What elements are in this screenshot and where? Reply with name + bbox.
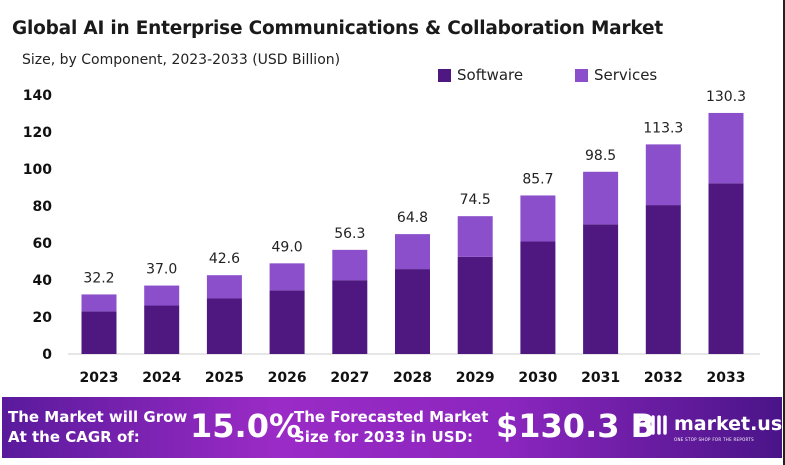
x-tick-label: 2032 <box>644 370 683 386</box>
bar-software-2033 <box>708 183 744 354</box>
data-label-2027: 56.3 <box>334 226 365 242</box>
bar-services-2030 <box>520 195 556 242</box>
x-tick-label: 2023 <box>80 370 119 386</box>
footer-banner: The Market will Grow At the CAGR of: 15.… <box>2 397 782 458</box>
cagr-value: 15.0% <box>190 407 302 445</box>
data-label-2032: 113.3 <box>643 120 683 136</box>
bar-software-2024 <box>144 305 180 354</box>
legend-item-services: Services <box>575 66 657 84</box>
data-label-2028: 64.8 <box>397 210 428 226</box>
bar-software-2023 <box>81 311 117 354</box>
chart-subtitle: Size, by Component, 2023-2033 (USD Billi… <box>22 52 341 68</box>
legend-swatch-software <box>438 68 451 82</box>
bar-software-2029 <box>457 256 493 354</box>
chart-title: Global AI in Enterprise Communications &… <box>12 18 663 39</box>
y-tick-label: 100 <box>23 162 52 178</box>
market-us-logo: market.us ONE STOP SHOP FOR THE REPORTS <box>634 411 783 442</box>
legend-item-software: Software <box>438 66 523 84</box>
bar-software-2025 <box>206 298 242 354</box>
forecast-text: The Forecasted Market Size for 2033 in U… <box>294 408 489 446</box>
y-tick-label: 40 <box>33 273 53 289</box>
x-tick-label: 2030 <box>518 370 557 386</box>
legend-label-services: Services <box>594 66 658 84</box>
x-tick-label: 2031 <box>581 370 620 386</box>
bar-software-2031 <box>583 224 619 354</box>
forecast-value: $130.3 B <box>496 407 656 445</box>
x-tick-label: 2028 <box>393 370 432 386</box>
bar-services-2026 <box>269 263 305 291</box>
data-label-2033: 130.3 <box>706 89 746 105</box>
data-label-2030: 85.7 <box>522 171 553 187</box>
legend-label-software: Software <box>457 66 524 84</box>
bar-software-2026 <box>269 290 305 354</box>
bar-software-2030 <box>520 241 556 354</box>
logo-icon <box>635 415 667 435</box>
y-tick-label: 0 <box>42 347 52 363</box>
bar-services-2023 <box>81 294 117 312</box>
data-label-2029: 74.5 <box>460 192 491 208</box>
bar-services-2027 <box>332 249 368 281</box>
bar-software-2028 <box>395 269 430 354</box>
cagr-text: The Market will Grow At the CAGR of: <box>8 408 188 446</box>
y-tick-label: 120 <box>23 125 52 141</box>
legend-swatch-services <box>575 68 588 82</box>
bar-services-2024 <box>144 285 180 306</box>
bar-services-2029 <box>457 216 493 257</box>
logo-brand: market.us <box>674 413 783 435</box>
bar-services-2025 <box>206 275 242 299</box>
bar-services-2028 <box>395 234 430 270</box>
bar-services-2033 <box>708 112 744 184</box>
bar-chart: 0 20 40 60 80 100 120 140 32.2 2023 37.0 2024 42.6 20… <box>23 88 760 386</box>
y-tick-label: 80 <box>33 199 53 215</box>
x-tick-label: 2033 <box>707 370 746 386</box>
y-tick-label: 140 <box>23 88 52 104</box>
y-tick-label: 20 <box>33 310 53 326</box>
data-label-2023: 32.2 <box>83 270 114 286</box>
x-tick-label: 2025 <box>205 370 244 386</box>
x-tick-label: 2024 <box>142 370 181 386</box>
x-tick-label: 2026 <box>268 370 307 386</box>
logo-tagline: ONE STOP SHOP FOR THE REPORTS <box>674 437 754 442</box>
data-label-2025: 42.6 <box>209 251 240 267</box>
data-label-2024: 37.0 <box>146 262 177 278</box>
y-tick-label: 60 <box>33 236 53 252</box>
x-tick-label: 2027 <box>330 370 369 386</box>
bar-services-2031 <box>583 171 619 225</box>
data-label-2026: 49.0 <box>272 239 303 255</box>
bar-services-2032 <box>645 144 681 206</box>
bar-software-2027 <box>332 280 368 354</box>
data-label-2031: 98.5 <box>585 148 616 164</box>
x-tick-label: 2029 <box>456 370 495 386</box>
bar-software-2032 <box>645 205 681 354</box>
